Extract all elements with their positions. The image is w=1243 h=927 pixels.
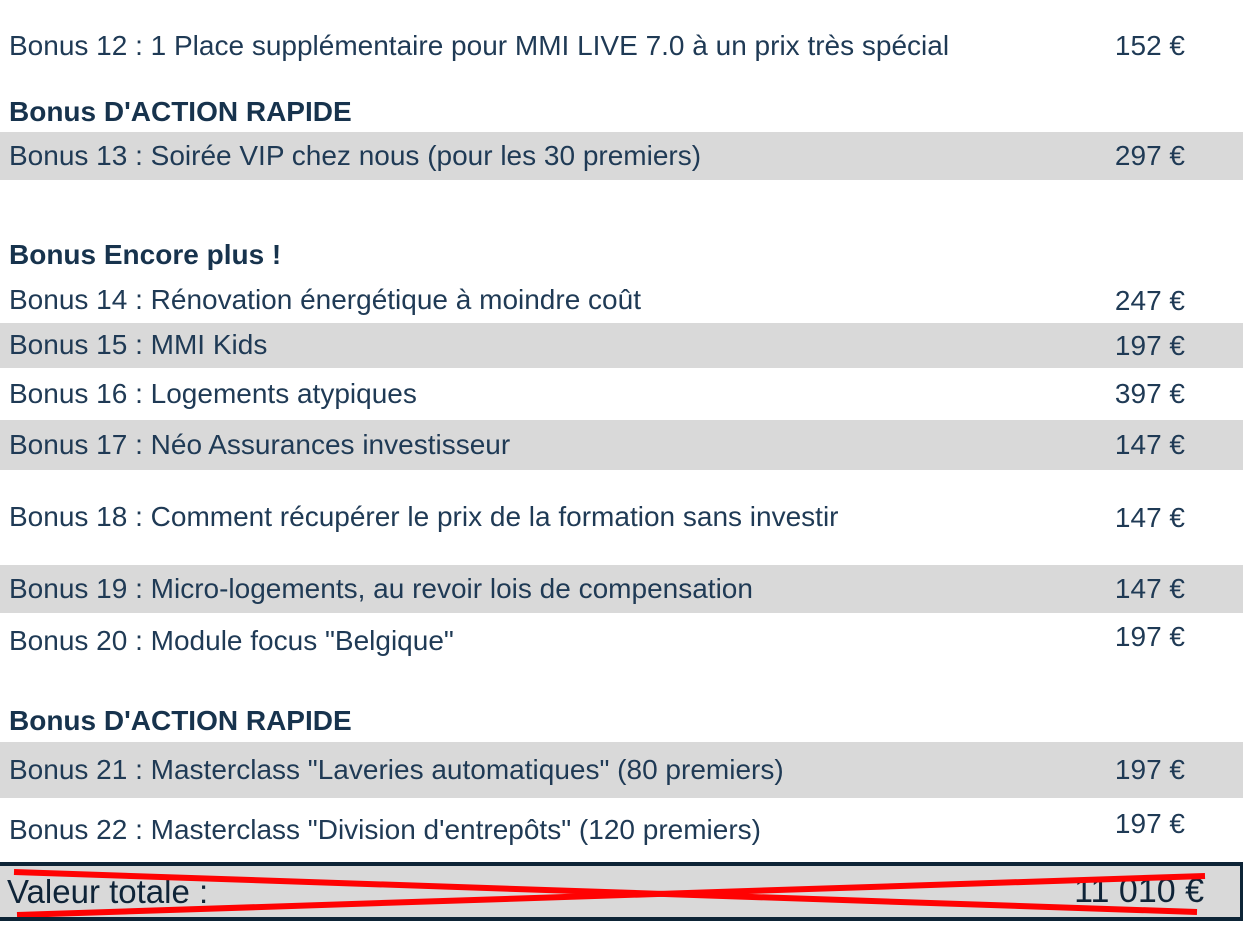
table-row: Bonus 15 : MMI Kids 197 €: [0, 323, 1243, 368]
bonus-label: Bonus 19 : Micro-logements, au revoir lo…: [9, 572, 753, 604]
table-row: Bonus 20 : Module focus "Belgique" 197 €: [0, 613, 1243, 670]
table-row: Bonus 16 : Logements atypiques 397 €: [0, 368, 1243, 420]
bonus-label: Bonus 22 : Masterclass "Division d'entre…: [9, 813, 761, 845]
bonus-label: Bonus 15 : MMI Kids: [9, 329, 268, 361]
bonus-price: 297 €: [1114, 140, 1185, 171]
bonus-label: Bonus 16 : Logements atypiques: [9, 377, 417, 409]
bonus-price: 197 €: [1114, 329, 1185, 361]
bonus-price: 197 €: [1114, 621, 1185, 652]
total-label: Valeur totale :: [7, 872, 209, 910]
bonus-price: 147 €: [1114, 573, 1185, 604]
table-row: Bonus 21 : Masterclass "Laveries automat…: [0, 742, 1243, 798]
bonus-price: 247 €: [1114, 284, 1185, 316]
table-row: Bonus 12 : 1 Place supplémentaire pour M…: [0, 0, 1243, 92]
table-row: Bonus 17 : Néo Assurances investisseur 1…: [0, 420, 1243, 470]
bonus-label: Bonus 21 : Masterclass "Laveries automat…: [9, 753, 784, 785]
section-header: Bonus D'ACTION RAPIDE: [9, 96, 352, 127]
bonus-label: Bonus 20 : Module focus "Belgique": [9, 625, 454, 657]
table-row: Bonus 22 : Masterclass "Division d'entre…: [0, 798, 1243, 862]
bonus-price: 197 €: [1114, 808, 1185, 839]
total-row: Valeur totale : 11 010 €: [0, 862, 1243, 921]
section-header: Bonus D'ACTION RAPIDE: [9, 705, 352, 736]
bonus-price: 147 €: [1114, 429, 1185, 460]
table-row: Bonus 18 : Comment récupérer le prix de …: [0, 470, 1243, 565]
bonus-price: 197 €: [1114, 754, 1185, 785]
bonus-price: 147 €: [1114, 501, 1185, 533]
blank-row: [0, 670, 1243, 700]
table-row: Bonus 14 : Rénovation énergétique à moin…: [0, 278, 1243, 323]
section-header: Bonus Encore plus !: [9, 239, 282, 270]
bonus-label: Bonus 18 : Comment récupérer le prix de …: [9, 501, 839, 533]
bonus-label: Bonus 14 : Rénovation énergétique à moin…: [9, 284, 641, 316]
bonus-price: 152 €: [1114, 30, 1185, 61]
bonus-label: Bonus 13 : Soirée VIP chez nous (pour le…: [9, 139, 702, 171]
blank-row: [0, 180, 1243, 232]
bonus-label: Bonus 12 : 1 Place supplémentaire pour M…: [9, 29, 950, 61]
table-row: Bonus 13 : Soirée VIP chez nous (pour le…: [0, 132, 1243, 180]
bonus-label: Bonus 17 : Néo Assurances investisseur: [9, 428, 511, 460]
table-row: Bonus 19 : Micro-logements, au revoir lo…: [0, 565, 1243, 613]
bonus-price: 397 €: [1114, 378, 1185, 409]
total-value: 11 010 €: [1074, 872, 1204, 910]
